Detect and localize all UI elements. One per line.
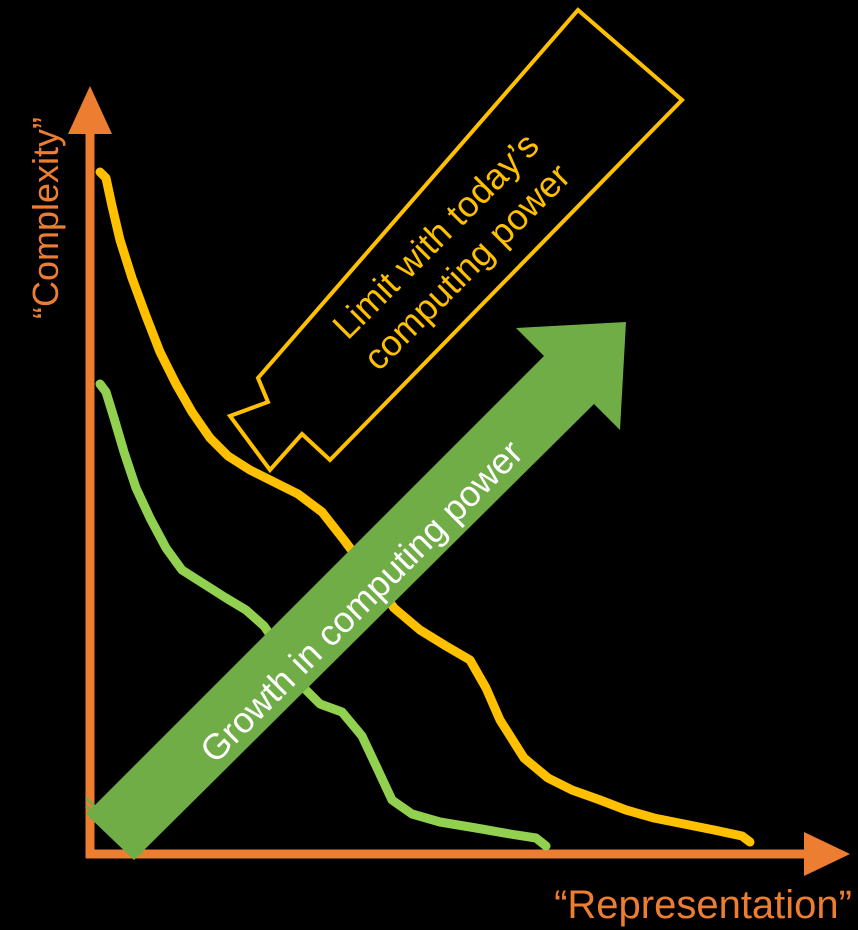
x-axis-label: “Representation”	[554, 883, 852, 927]
y-axis-label: “Complexity”	[25, 117, 66, 319]
limit-callout-shape	[226, 7, 685, 474]
growth-arrow-stripe-2	[84, 796, 144, 856]
x-axis	[86, 832, 850, 876]
x-axis-arrowhead	[804, 832, 850, 876]
y-axis	[68, 86, 112, 858]
y-axis-arrowhead	[68, 86, 112, 134]
growth-arrow-shape	[86, 322, 626, 860]
growth-arrow-stripe-1	[84, 804, 136, 856]
